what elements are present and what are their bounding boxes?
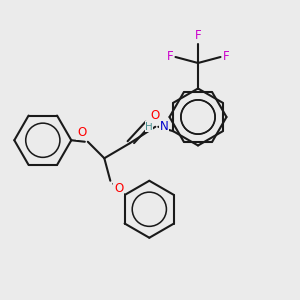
Text: F: F bbox=[167, 50, 173, 64]
Text: H: H bbox=[145, 122, 153, 132]
Text: O: O bbox=[114, 182, 123, 195]
Text: O: O bbox=[151, 109, 160, 122]
Text: N: N bbox=[160, 120, 169, 133]
Text: F: F bbox=[195, 29, 201, 42]
Text: O: O bbox=[77, 126, 86, 139]
Text: F: F bbox=[223, 50, 230, 64]
